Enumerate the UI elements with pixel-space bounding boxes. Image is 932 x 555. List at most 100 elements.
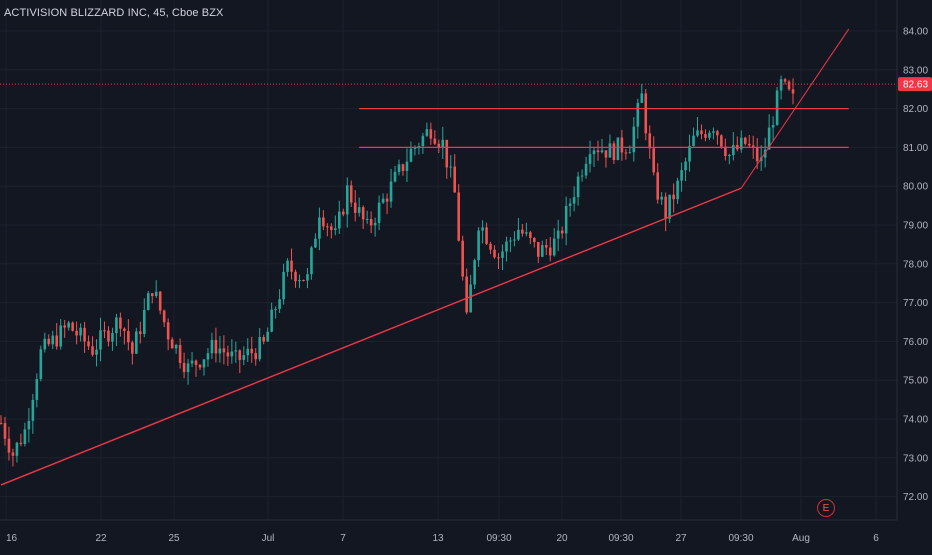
- candle-body: [767, 127, 771, 150]
- candle-body: [274, 308, 277, 310]
- candle-body: [31, 399, 35, 421]
- candles: [0, 75, 795, 467]
- candle-body: [636, 102, 640, 127]
- candle-body: [150, 293, 154, 297]
- y-tick-label: 82.00: [903, 104, 928, 115]
- candle-body: [389, 181, 393, 202]
- drawings[interactable]: [0, 28, 897, 486]
- candle-body: [3, 423, 7, 439]
- candle-body: [481, 227, 484, 231]
- candle-body: [513, 239, 516, 241]
- candle-body: [449, 166, 453, 168]
- candle-body: [580, 175, 584, 177]
- y-tick-label: 79.00: [903, 221, 928, 232]
- x-tick-label: 6: [873, 533, 879, 544]
- candle-body: [230, 351, 234, 357]
- last-price-label: 82.63: [903, 80, 928, 91]
- time-axis[interactable]: [0, 520, 897, 550]
- candle-body: [612, 143, 616, 161]
- candle-body: [417, 146, 421, 148]
- candle-body: [341, 211, 345, 215]
- candle-body: [43, 338, 47, 350]
- candle-body: [477, 230, 480, 261]
- candle-body: [537, 242, 540, 257]
- candle-body: [568, 203, 572, 206]
- candle-body: [600, 150, 604, 153]
- candle-body: [127, 331, 130, 343]
- y-tick-label: 72.00: [903, 492, 928, 503]
- candle-body: [413, 147, 417, 149]
- candle-body: [103, 330, 106, 332]
- candle-body: [326, 226, 329, 228]
- candle-body: [652, 148, 656, 173]
- candle-body: [755, 147, 759, 162]
- symbol-title[interactable]: ACTIVISION BLIZZARD INC, 45, Cboe BZX: [4, 7, 224, 19]
- candle-body: [63, 325, 66, 328]
- candle-body: [712, 131, 715, 133]
- candle-body: [469, 284, 472, 313]
- y-tick-label: 84.00: [903, 27, 928, 38]
- candle-body: [505, 241, 508, 252]
- candle-body: [365, 219, 369, 221]
- candle-body: [560, 230, 564, 234]
- candle-body: [75, 330, 78, 336]
- candle-body: [385, 198, 389, 202]
- y-tick-label: 83.00: [903, 65, 928, 76]
- earnings-icon[interactable]: E: [817, 499, 835, 517]
- candle-body: [501, 251, 504, 258]
- candle-body: [401, 164, 405, 171]
- candle-body: [107, 330, 110, 342]
- candle-body: [493, 249, 496, 258]
- candle-body: [59, 325, 62, 347]
- candle-body: [644, 93, 648, 134]
- candle-body: [509, 240, 512, 242]
- candle-body: [724, 146, 727, 157]
- y-tick-label: 78.00: [903, 259, 928, 270]
- candle-body: [190, 360, 194, 364]
- candle-body: [588, 154, 592, 164]
- candle-body: [708, 132, 711, 138]
- candle-body: [202, 359, 206, 368]
- candle-body: [680, 170, 683, 181]
- candle-body: [222, 348, 226, 353]
- candle-body: [664, 196, 667, 219]
- candle-body: [684, 161, 687, 171]
- candle-body: [787, 81, 791, 90]
- candle-body: [743, 137, 747, 144]
- candle-body: [381, 198, 385, 203]
- candle-body: [457, 192, 460, 241]
- candle-body: [409, 148, 413, 162]
- candle-body: [616, 137, 620, 161]
- candle-body: [433, 138, 437, 144]
- candle-body: [198, 364, 202, 368]
- y-tick-label: 81.00: [903, 143, 928, 154]
- candle-body: [71, 322, 74, 331]
- candle-body: [302, 279, 305, 281]
- candle-body: [146, 293, 150, 311]
- y-tick-label: 76.00: [903, 337, 928, 348]
- candle-body: [465, 276, 468, 313]
- candle-body: [7, 438, 11, 453]
- candle-body: [592, 150, 596, 155]
- candle-body: [139, 331, 142, 335]
- support-trendline[interactable]: [0, 187, 742, 486]
- candle-body: [87, 341, 90, 347]
- candle-body: [79, 327, 82, 336]
- candle-body: [99, 330, 102, 350]
- price-axis[interactable]: [897, 0, 932, 550]
- candle-body: [210, 339, 214, 354]
- candle-body: [473, 260, 476, 285]
- candle-body: [648, 133, 652, 149]
- y-tick-label: 77.00: [903, 298, 928, 309]
- candle-body: [19, 442, 23, 445]
- grid: [0, 0, 897, 520]
- candle-body: [517, 229, 520, 240]
- candle-body: [771, 124, 775, 128]
- candle-body: [55, 335, 59, 347]
- candle-body: [529, 232, 532, 238]
- candle-body: [696, 130, 699, 136]
- candle-body: [732, 144, 735, 155]
